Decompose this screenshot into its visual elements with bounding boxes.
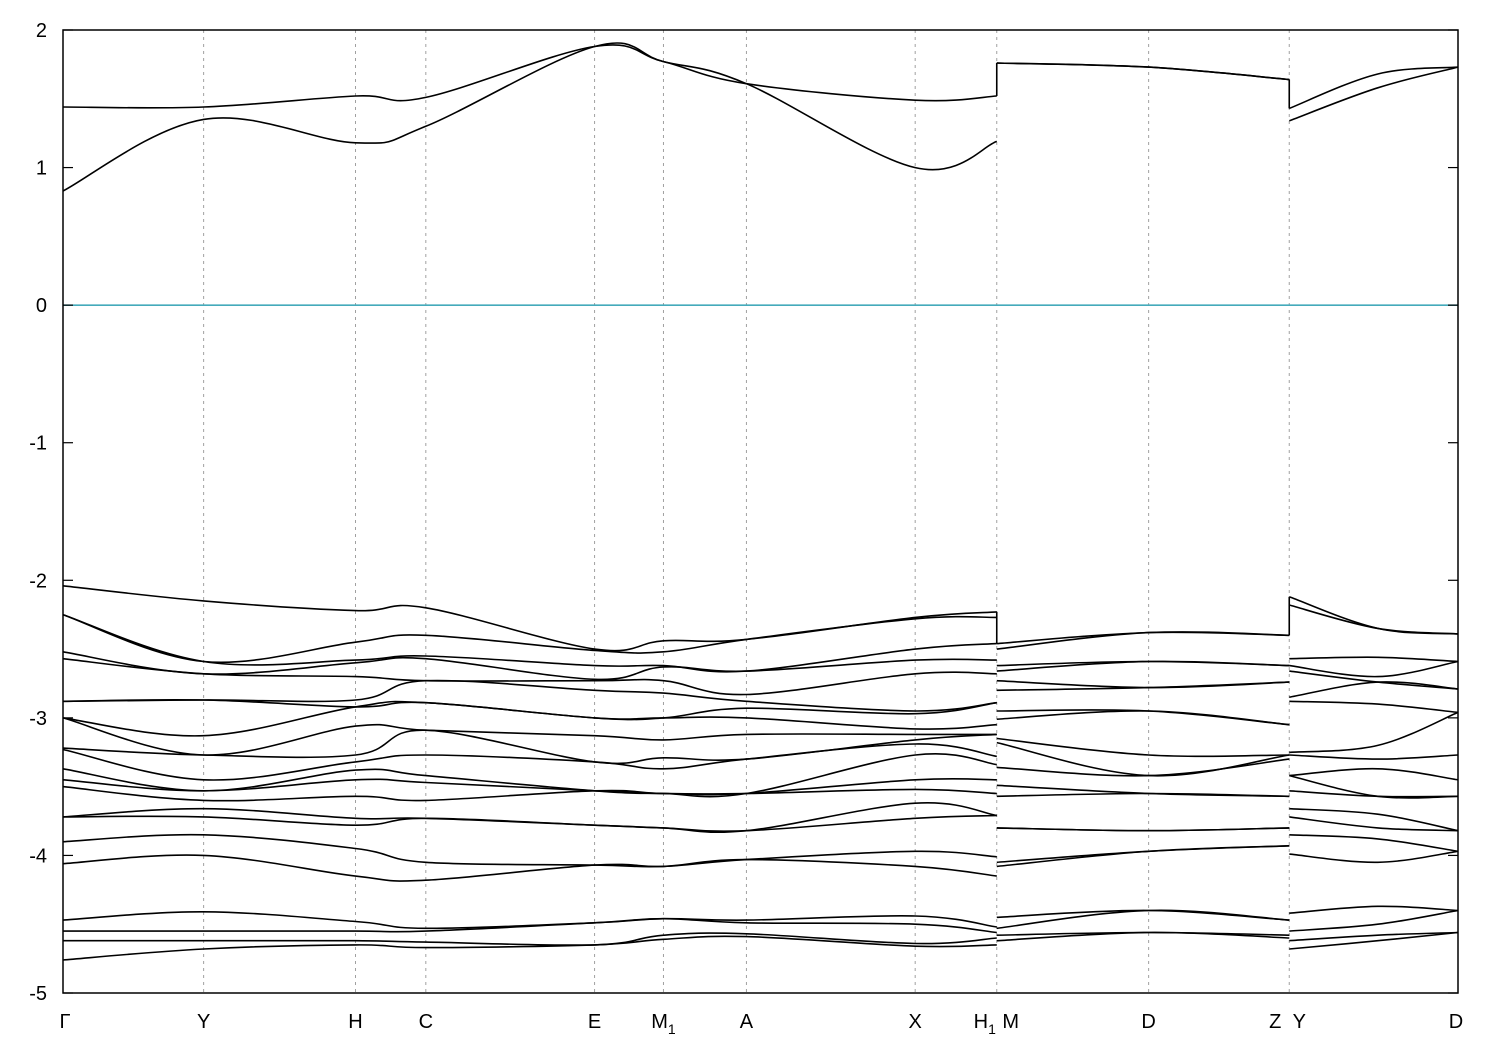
band-line: [62, 717, 997, 756]
x-tick-label: Γ: [59, 1011, 70, 1033]
band-line: [996, 827, 1290, 832]
band-line: [1289, 834, 1459, 853]
band-line: [996, 710, 1290, 726]
y-tick-label: 2: [36, 20, 47, 42]
x-tick-label: A: [740, 1011, 754, 1033]
band-line: [996, 737, 1290, 758]
band-line: [1289, 754, 1459, 760]
band-line: [62, 700, 997, 737]
band-line: [62, 698, 997, 721]
band-line: [1289, 774, 1459, 799]
band-line: [62, 651, 997, 681]
x-tick-label: Y: [197, 1011, 210, 1033]
band-line: [62, 935, 997, 961]
band-line: [996, 758, 1290, 777]
band-line: [1289, 931, 1459, 950]
band-line: [62, 613, 997, 673]
band-line: [62, 814, 997, 832]
band-line: [62, 785, 997, 802]
band-line: [1289, 681, 1459, 698]
band-line: [996, 709, 1290, 726]
band-line: [996, 792, 1290, 798]
band-line: [1289, 931, 1459, 942]
band-line: [1289, 656, 1459, 663]
band-line: [1289, 816, 1459, 832]
y-tick-label: -1: [29, 433, 47, 455]
axis-ticks: [63, 29, 1458, 994]
band-line: [1289, 700, 1459, 714]
x-tick-label: X: [909, 1011, 922, 1033]
band-line: [62, 917, 997, 934]
band-line: [1289, 767, 1459, 781]
y-tick-label: -3: [29, 708, 47, 730]
band-line: [1289, 905, 1459, 914]
band-line: [62, 44, 997, 109]
band-line: [1289, 850, 1459, 864]
band-line: [62, 729, 997, 765]
x-tick-label: H: [348, 1011, 362, 1033]
band-line: [62, 777, 997, 796]
band-line: [996, 631, 1290, 650]
band-line: [996, 845, 1290, 864]
x-tick-label: Z: [1269, 1011, 1281, 1033]
band-line: [62, 657, 997, 696]
x-tick-label: H1: [974, 1011, 996, 1037]
band-line: [996, 62, 1290, 81]
y-tick-label: -2: [29, 570, 47, 592]
band-line: [1289, 604, 1459, 635]
band-line: [1289, 711, 1459, 754]
band-line: [1289, 909, 1459, 932]
band-line: [62, 854, 997, 882]
band-line: [996, 931, 1290, 942]
band-line: [62, 833, 997, 868]
x-tick-label: D: [1449, 1011, 1463, 1033]
x-tick-labels: Γ Y H C E M1 A X H1 M D Z Y D: [59, 1011, 1463, 1037]
y-tick-label: -5: [29, 983, 47, 1005]
y-tick-label: 1: [36, 158, 47, 180]
x-tick-label: C: [419, 1011, 433, 1033]
band-line: [1289, 660, 1459, 678]
band-line: [996, 62, 1290, 81]
band-line: [62, 42, 998, 192]
x-tick-label: M1: [651, 1011, 676, 1037]
band-line: [62, 743, 997, 781]
plot-frame: [62, 29, 1459, 994]
band-line: [996, 681, 1290, 692]
x-tick-label: D: [1141, 1011, 1155, 1033]
y-tick-label: -4: [29, 845, 47, 867]
band-line: [996, 660, 1290, 672]
y-tick-labels: -5 -4 -3 -2 -1 0 1 2: [29, 20, 47, 1005]
band-line: [62, 585, 997, 652]
x-tick-label: M: [1002, 1011, 1019, 1033]
grid-lines: [203, 30, 1290, 993]
band-line: [1289, 807, 1459, 832]
y-tick-label: 0: [36, 295, 47, 317]
band-line: [1289, 66, 1459, 110]
x-tick-label: Y: [1293, 1011, 1306, 1033]
band-line: [996, 845, 1290, 868]
band-line: [1289, 66, 1459, 122]
band-line: [62, 679, 997, 712]
band-curves: [62, 42, 1459, 961]
x-tick-label: E: [588, 1011, 601, 1033]
band-line: [1289, 790, 1459, 798]
band-line: [62, 613, 997, 664]
band-line: [996, 909, 1290, 930]
